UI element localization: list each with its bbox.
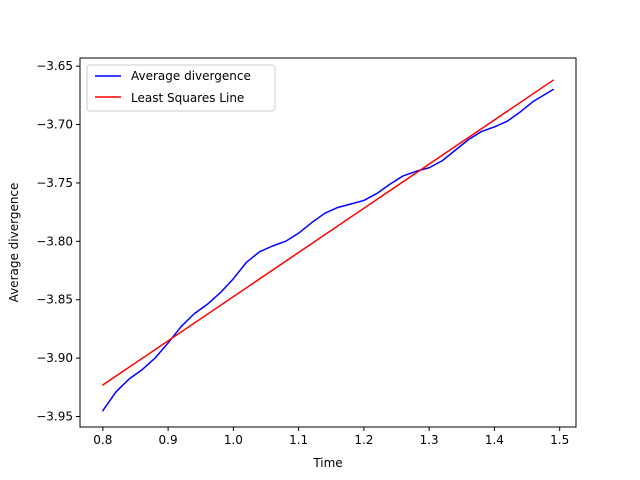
plot-area [80, 58, 576, 427]
series-group [102, 79, 554, 412]
y-tick-label: −3.80 [36, 234, 73, 248]
x-tick-label: 1.4 [485, 433, 504, 447]
y-tick-label: −3.90 [36, 351, 73, 365]
legend-label-least-squares-line: Least Squares Line [131, 91, 244, 105]
y-tick-label: −3.75 [36, 176, 73, 190]
y-tick-label: −3.70 [36, 118, 73, 132]
x-tick-label: 1.5 [550, 433, 569, 447]
series-line-average-divergence [102, 88, 554, 412]
x-axis-ticks: 0.8 0.9 1.0 1.1 1.2 1.3 1.4 1.5 [93, 427, 569, 447]
y-axis-ticks: −3.95 −3.90 −3.85 −3.80 −3.75 −3.70 −3.65 [36, 59, 80, 423]
plot-frame [79, 57, 577, 428]
series-line-least-squares-line [102, 79, 554, 386]
y-tick-label: −3.65 [36, 59, 73, 73]
legend-label-average-divergence: Average divergence [131, 69, 251, 83]
x-tick-label: 0.9 [159, 433, 178, 447]
x-tick-label: 1.1 [289, 433, 308, 447]
legend-box [86, 64, 276, 112]
y-tick-label: −3.85 [36, 293, 73, 307]
x-tick-label: 0.8 [93, 433, 112, 447]
x-tick-label: 1.0 [224, 433, 243, 447]
legend: Average divergence Least Squares Line [86, 64, 276, 112]
x-axis-label: Time [312, 456, 342, 470]
x-tick-label: 1.2 [354, 433, 373, 447]
y-tick-label: −3.95 [36, 409, 73, 423]
y-axis-label: Average divergence [7, 183, 21, 303]
x-tick-label: 1.3 [420, 433, 439, 447]
